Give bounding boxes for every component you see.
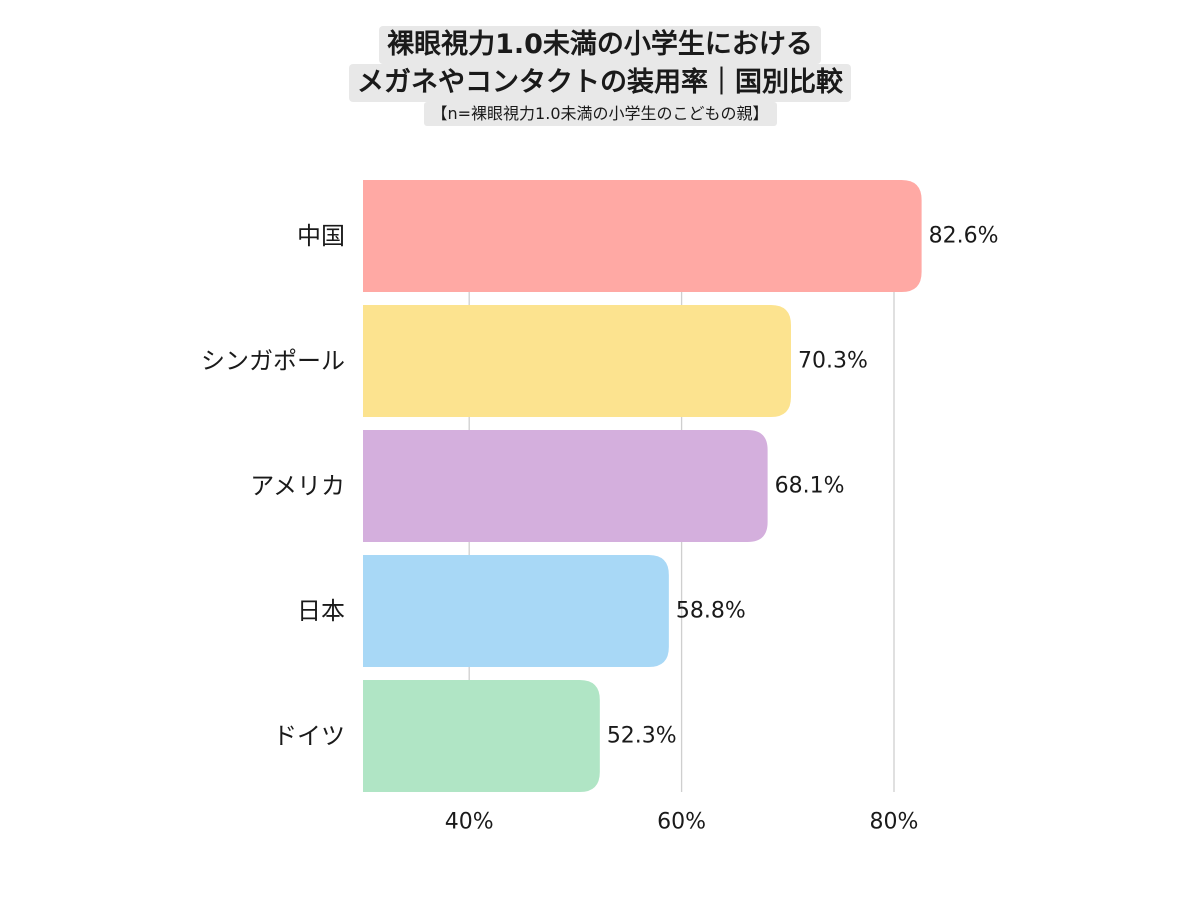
category-label-3: アメリカ (250, 472, 345, 500)
category-label-2: シンガポール (201, 347, 345, 375)
x-tick-label-40: 40% (445, 810, 494, 835)
bar-2 (363, 305, 791, 417)
category-label-5: ドイツ (273, 722, 345, 750)
title-block: 裸眼視力1.0未満の小学生における メガネやコンタクトの装用率｜国別比較 【n=… (0, 26, 1200, 126)
x-tick-label-60: 60% (657, 810, 706, 835)
value-label-2: 70.3% (798, 349, 868, 374)
category-label-4: 日本 (297, 597, 345, 625)
x-tick-label-80: 80% (870, 810, 919, 835)
category-label-1: 中国 (297, 222, 345, 250)
x-axis-ticks: 40% 60% 80% (445, 810, 919, 835)
chart-title-line-2: メガネやコンタクトの装用率｜国別比較 (349, 64, 851, 102)
bar-3 (363, 430, 768, 542)
value-label-5: 52.3% (607, 724, 677, 749)
chart-title-line-1: 裸眼視力1.0未満の小学生における (379, 26, 821, 64)
value-label-3: 68.1% (775, 474, 845, 499)
bar-1 (363, 180, 922, 292)
value-label-1: 82.6% (929, 224, 999, 249)
bar-4 (363, 555, 669, 667)
chart-subtitle: 【n=裸眼視力1.0未満の小学生のこどもの親】 (423, 102, 777, 126)
value-label-4: 58.8% (676, 599, 746, 624)
bar-5 (363, 680, 600, 792)
bars: 中国 82.6% シンガポール 70.3% アメリカ 68.1% 日本 58.8% ドイツ 52.… (201, 180, 999, 792)
